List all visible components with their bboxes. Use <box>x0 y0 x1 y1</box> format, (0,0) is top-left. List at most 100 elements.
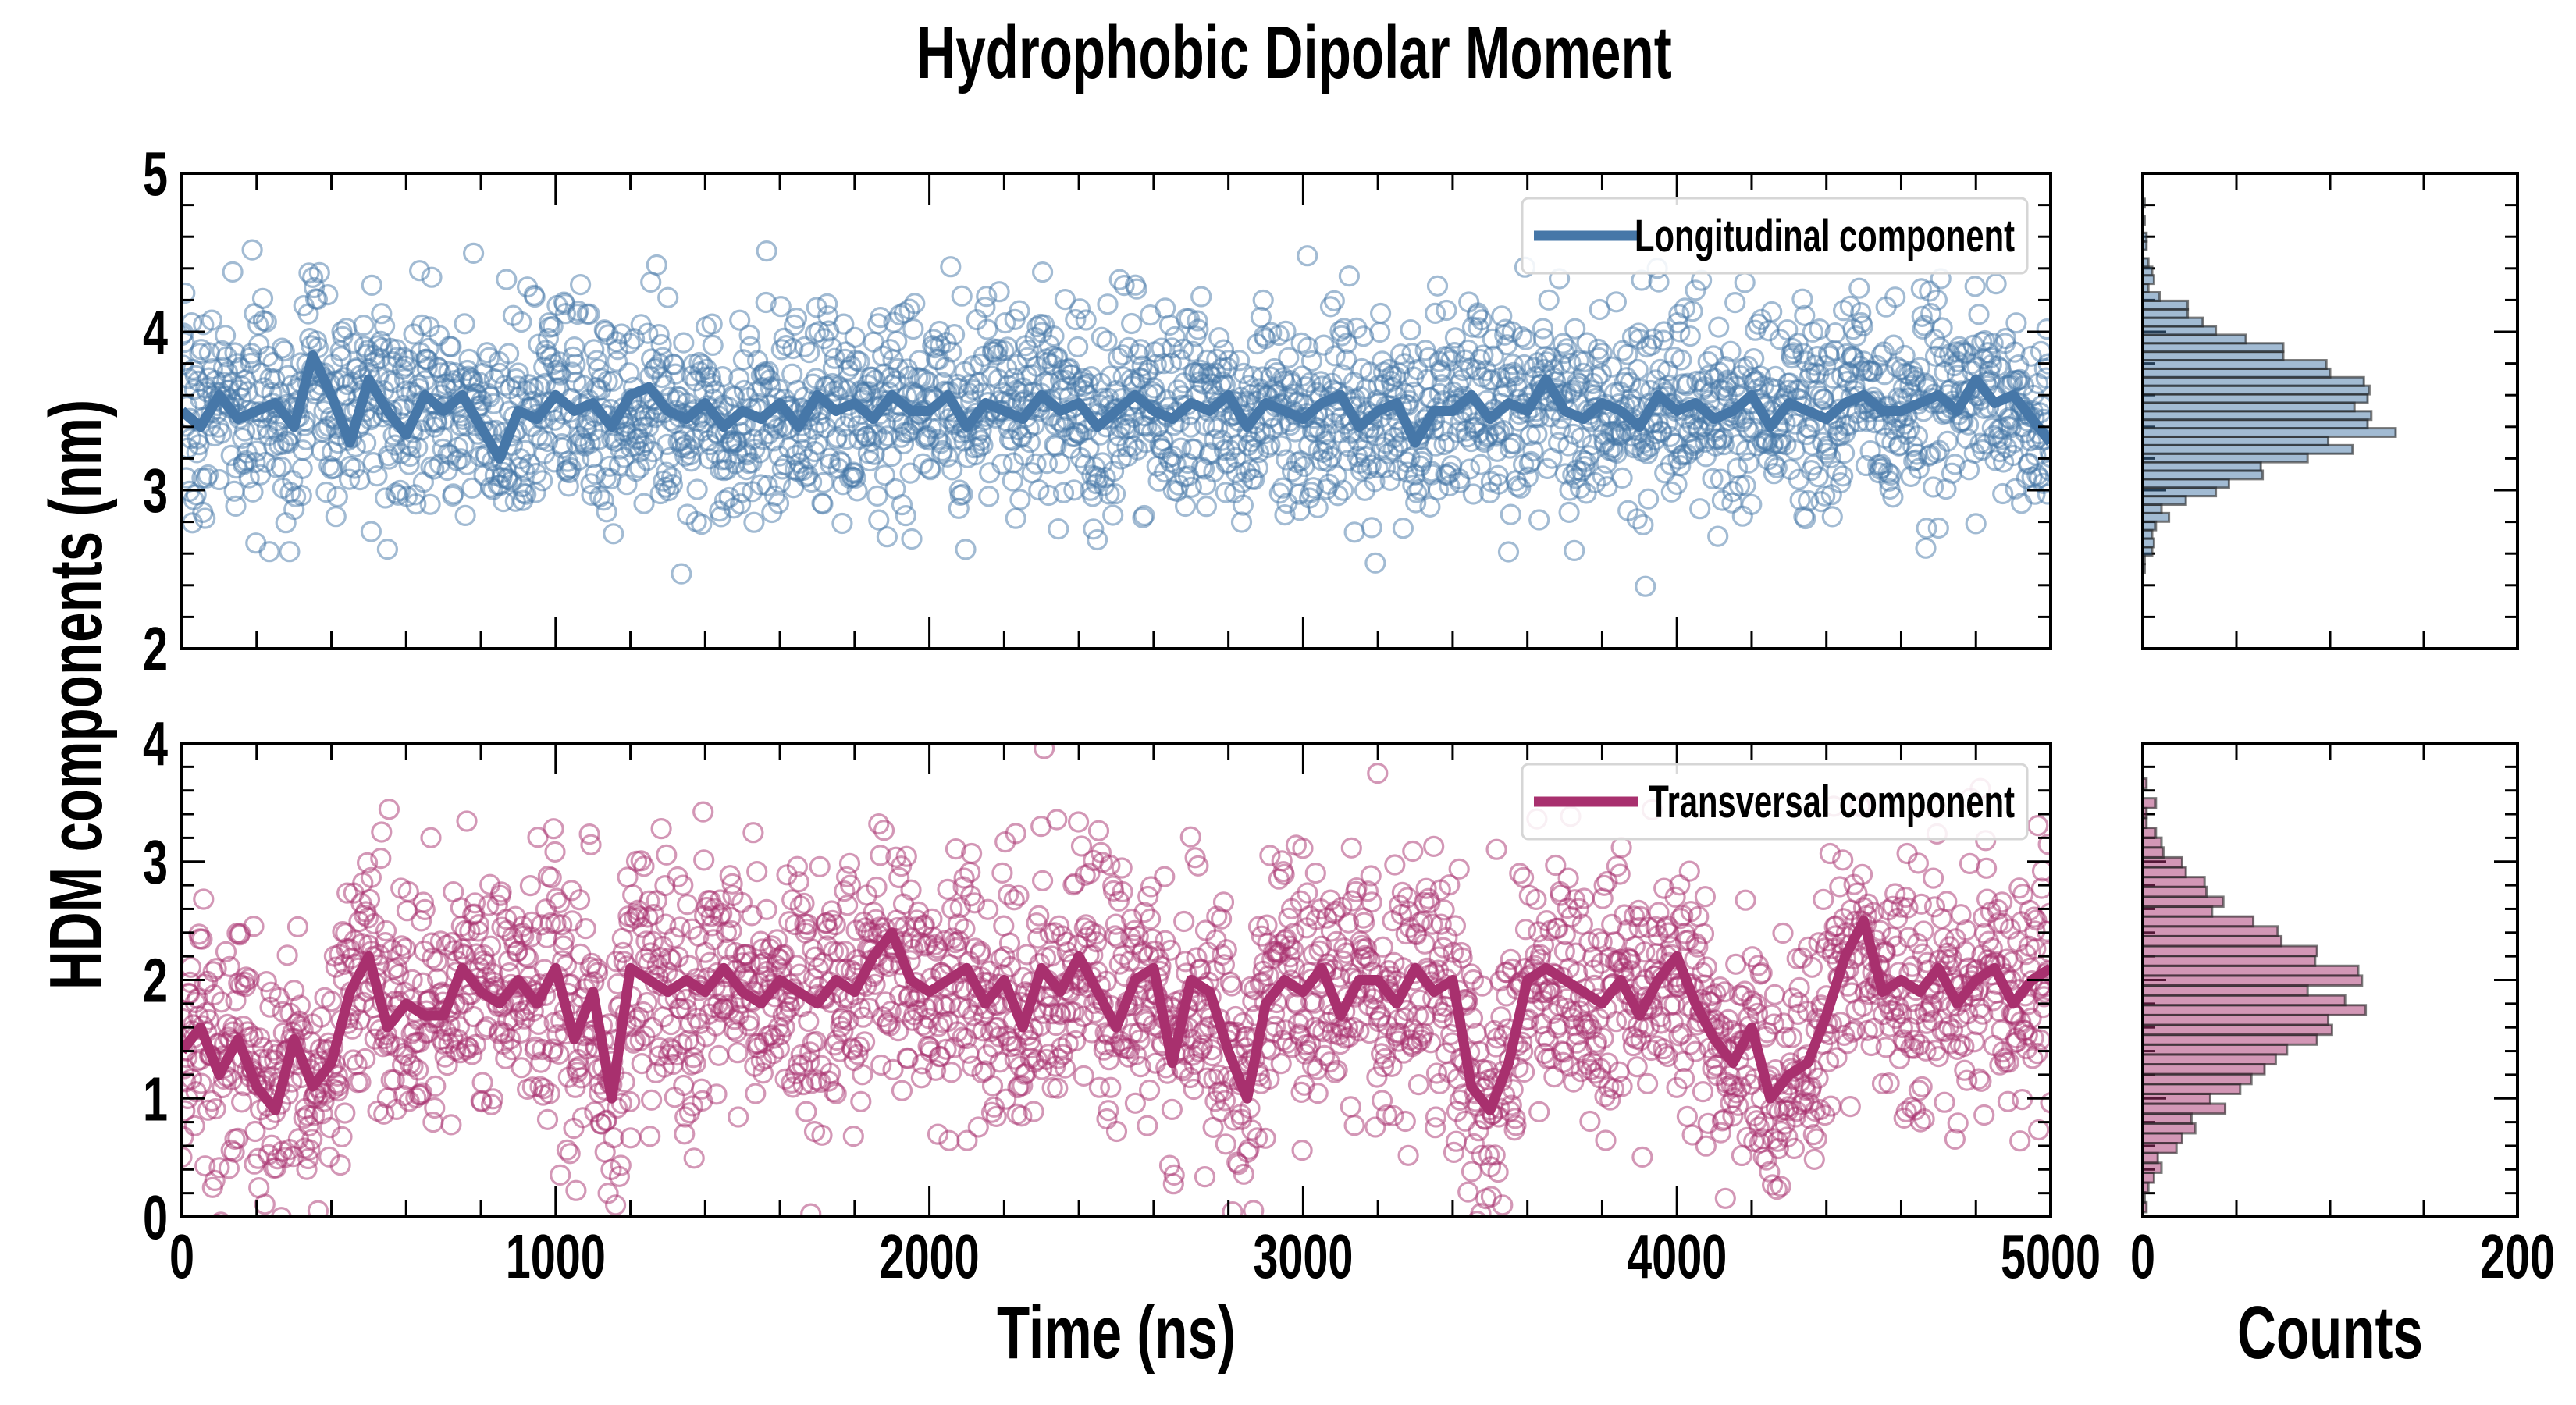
scatter-point <box>581 484 603 507</box>
scatter-point <box>1681 301 1703 322</box>
scatter-point <box>1788 976 1810 999</box>
scatter-point <box>672 874 694 896</box>
scatter-point <box>1247 457 1269 479</box>
scatter-point <box>1372 1055 1395 1078</box>
scatter-point <box>760 376 781 398</box>
scatter-point <box>974 297 996 318</box>
scatter-point <box>582 446 603 469</box>
scatter-point <box>1848 277 1870 299</box>
scatter-point <box>1528 509 1550 531</box>
scatter-point <box>1748 1116 1770 1138</box>
scatter-point <box>844 326 866 348</box>
scatter-point <box>423 458 445 480</box>
scatter-point <box>726 1021 748 1043</box>
plot-area <box>182 743 2051 1217</box>
scatter-point <box>1187 855 1209 877</box>
scatter-point <box>570 1067 592 1089</box>
scatter-point <box>496 269 518 290</box>
scatter-point <box>731 482 753 503</box>
scatter-point <box>1670 454 1692 477</box>
scatter-point <box>1626 1056 1648 1078</box>
scatter-point <box>536 1108 559 1130</box>
scatter-point <box>1584 471 1606 494</box>
scatter-point <box>732 349 755 371</box>
scatter-point <box>443 483 464 505</box>
scatter-point <box>831 512 853 535</box>
scatter-point <box>1054 289 1076 311</box>
scatter-point <box>997 884 1019 905</box>
scatter-point <box>1734 272 1756 293</box>
running-average-line <box>182 350 2051 464</box>
scatter-point <box>407 1059 429 1081</box>
scatter-point <box>1144 383 1166 405</box>
scatter-point <box>1987 355 2008 377</box>
scatter-point <box>1648 271 1670 293</box>
scatter-point <box>412 891 435 913</box>
scatter-point <box>742 822 764 844</box>
scatter-point <box>1802 454 1824 476</box>
scatter-point <box>1304 862 1326 884</box>
scatter-point <box>420 456 442 478</box>
scatter-point <box>1139 908 1162 930</box>
scatter-point <box>1425 1106 1447 1128</box>
histogram-bar <box>2141 342 2285 354</box>
scatter-point <box>1579 1110 1601 1133</box>
scatter-point <box>1722 480 1744 503</box>
scatter-point <box>527 827 549 848</box>
scatter-point <box>1968 304 1990 325</box>
scatter-point <box>1123 919 1146 941</box>
scatter-point <box>249 1027 271 1049</box>
scatter-point <box>1670 349 1692 371</box>
scatter-point <box>1369 321 1391 343</box>
scatter-point <box>376 538 398 560</box>
scatter-point <box>845 467 866 489</box>
scatter-point <box>580 834 602 855</box>
scatter-point <box>897 1048 919 1069</box>
scatter-point <box>1099 854 1121 877</box>
scatter-point <box>233 452 255 474</box>
scatter-point <box>245 532 267 554</box>
scatter-point <box>448 1016 471 1037</box>
scatter-point <box>1605 1011 1627 1033</box>
scatter-point <box>1946 365 1968 386</box>
scatter-point <box>1436 299 1457 322</box>
scatter-point <box>978 462 1001 484</box>
scatter-point <box>1777 319 1799 341</box>
scatter-point <box>654 375 676 397</box>
scatter-point <box>1254 328 1276 350</box>
scatter-point <box>1047 1077 1069 1099</box>
scatter-point <box>866 876 888 898</box>
scatter-point <box>532 470 553 492</box>
scatter-point <box>290 1015 311 1037</box>
scatter-point <box>1183 438 1205 461</box>
scatter-point <box>1593 874 1615 896</box>
scatter-point <box>1760 1215 1770 1217</box>
legend-box <box>1521 197 2029 275</box>
scatter-point <box>464 892 486 914</box>
scatter-point <box>1692 923 1715 944</box>
scatter-point <box>1897 897 1919 919</box>
scatter-point <box>998 932 1021 954</box>
scatter-point <box>825 1083 847 1104</box>
scatter-point <box>1504 1108 1526 1129</box>
scatter-point <box>1102 880 1125 902</box>
scatter-point <box>1448 858 1470 880</box>
scatter-point <box>799 1041 821 1063</box>
scatter-point <box>688 351 710 374</box>
scatter-point <box>1906 425 1929 447</box>
scatter-point <box>1457 1181 1479 1203</box>
scatter-point <box>616 474 638 496</box>
scatter-point <box>544 841 566 863</box>
scatter-point <box>1104 925 1126 947</box>
histogram-bar <box>2141 537 2155 549</box>
scatter-point <box>638 952 660 974</box>
scatter-point <box>1668 304 1690 325</box>
scatter-point <box>1645 916 1667 937</box>
scatter-point <box>1801 956 1823 978</box>
scatter-point <box>454 504 476 527</box>
scatter-point <box>1124 1092 1147 1114</box>
x-axis-label: Time (ns) <box>997 1290 1236 1375</box>
scatter-point <box>799 342 820 364</box>
scatter-point <box>1079 863 1101 884</box>
